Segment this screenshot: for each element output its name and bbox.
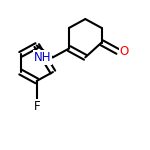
Text: F: F bbox=[33, 100, 40, 113]
Text: NH: NH bbox=[33, 51, 51, 64]
Text: O: O bbox=[120, 45, 129, 58]
